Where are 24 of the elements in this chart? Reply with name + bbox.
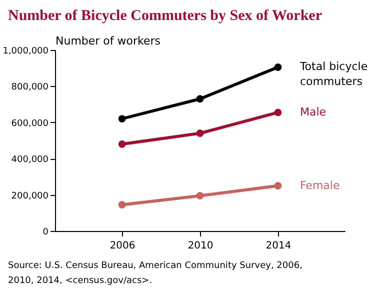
point — [196, 95, 204, 103]
y-tick-label: 0 — [42, 228, 49, 238]
series-label: Female — [300, 178, 340, 192]
point — [118, 201, 126, 208]
y-tick-label: 400,000 — [11, 155, 49, 166]
y-tick-label: 600,000 — [11, 118, 49, 129]
x-tick-label: 2014 — [266, 240, 292, 252]
y-tick-label: 200,000 — [11, 191, 49, 202]
y-tick-label: 800,000 — [11, 82, 49, 93]
y-axis-title: Number of workers — [56, 34, 161, 48]
series-label: Total bicycle commuters — [298, 60, 368, 88]
point — [274, 108, 282, 116]
point — [196, 192, 204, 200]
source-note: Source: U.S. Census Bureau, American Community Survey, 2006, 2010, 2014, <census.gov/acs>. — [8, 261, 302, 286]
chart-title: Number of Bicycle Commuters by Sex of Worker — [8, 8, 322, 24]
point — [118, 140, 126, 148]
x-tick-label: 2006 — [110, 240, 136, 252]
x-tick-label: 2010 — [188, 240, 214, 252]
point — [274, 182, 282, 190]
y-tick-label: 1,000,000 — [2, 46, 49, 56]
point — [274, 63, 282, 71]
point — [118, 115, 126, 122]
series-label: Male — [300, 105, 326, 118]
point — [196, 130, 204, 137]
